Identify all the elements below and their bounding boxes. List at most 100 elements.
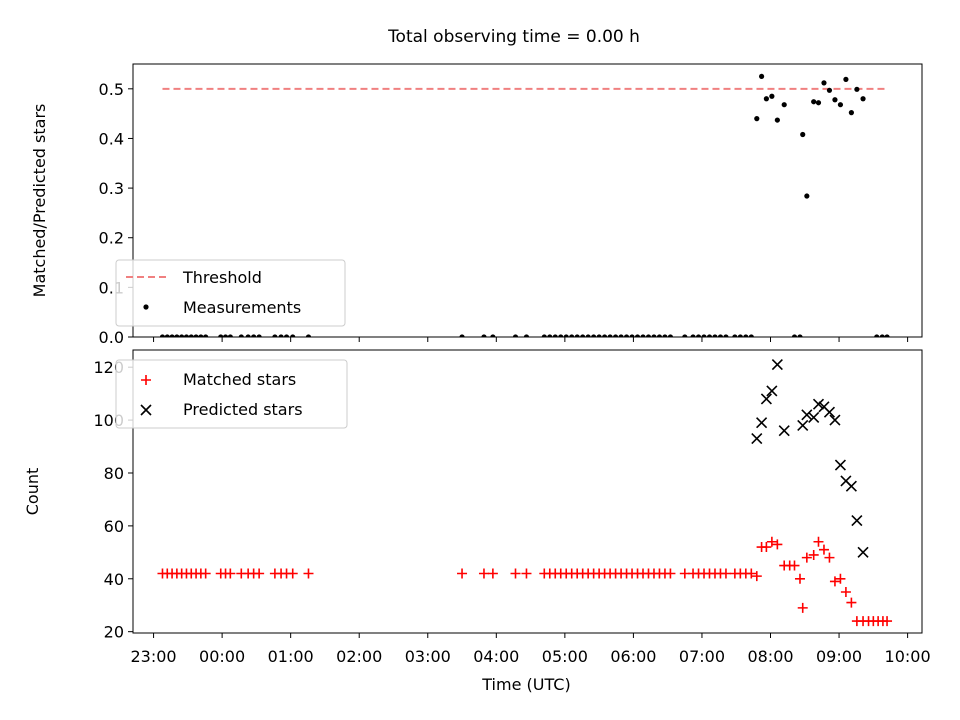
measurement-point [874, 334, 880, 337]
measurement-point [193, 334, 199, 337]
x-tick-label: 03:00 [405, 647, 451, 666]
measurement-point [218, 334, 224, 337]
legend-box [115, 359, 348, 429]
measurement-point [290, 334, 296, 337]
measurement-point [629, 334, 635, 337]
y-axis-label: Matched/Predicted stars [30, 104, 49, 298]
measurement-point [640, 334, 646, 337]
matched-star-point [478, 568, 489, 579]
matched-star-point [840, 587, 851, 598]
predicted-star-point [751, 433, 763, 445]
measurement-point [848, 110, 854, 116]
predicted-star-point [771, 358, 783, 371]
measurement-point [305, 334, 312, 337]
matched-star-point [801, 552, 812, 563]
measurement-point [781, 102, 787, 108]
matched-star-point [761, 542, 772, 553]
measurement-point [552, 334, 558, 337]
measurement-point [821, 80, 827, 86]
measurement-point [547, 334, 553, 337]
measurement-point [623, 334, 630, 337]
measurement-point [656, 334, 663, 337]
predicted-star-point [851, 515, 863, 527]
measurement-point [481, 334, 487, 337]
measurement-point [222, 334, 229, 337]
measurement-point [272, 334, 278, 337]
measurement-point [558, 334, 564, 337]
measurement-point [748, 334, 754, 337]
matched-star-point [772, 539, 783, 550]
legend-measurements-label: Measurements [183, 298, 301, 317]
matched-star-point [665, 568, 676, 579]
y-tick-label: 0.3 [99, 179, 124, 198]
predicted-star-point [778, 425, 790, 437]
measurement-point [596, 334, 602, 337]
predicted-star-point [845, 480, 857, 492]
measurement-point [227, 334, 233, 337]
predicted-star-point [760, 393, 772, 405]
measurement-point [179, 334, 185, 337]
measurement-point [174, 334, 180, 337]
predicted-star-point [857, 546, 869, 558]
predicted-star-point [812, 398, 825, 410]
matched-star-point [225, 568, 236, 579]
matched-star-point [487, 568, 498, 579]
x-tick-label: 10:00 [885, 647, 931, 666]
measurement-point [732, 334, 738, 337]
top-plot-area [159, 73, 890, 337]
y-tick-label: 0.0 [99, 328, 124, 347]
matched-star-point [746, 568, 757, 579]
y-tick-label: 20 [104, 623, 124, 642]
measurement-point [283, 334, 290, 337]
measurement-point [706, 334, 713, 337]
matched-star-point [457, 568, 468, 579]
measurement-point [569, 334, 575, 337]
predicted-star-point [801, 409, 813, 421]
measurement-point [815, 100, 822, 106]
measurement-point [832, 97, 838, 103]
measurement-point [278, 334, 284, 337]
measurement-point [634, 334, 641, 337]
measurement-point [723, 334, 729, 337]
measurement-point [800, 131, 806, 138]
measurement-point [612, 334, 619, 337]
measurement-point [580, 334, 586, 337]
legend-box [115, 259, 346, 327]
measurement-point [169, 334, 175, 337]
measurement-point [860, 96, 866, 102]
measurement-point [251, 334, 257, 337]
matched-star-point [521, 568, 532, 579]
measurement-point [884, 334, 890, 337]
measurement-point [791, 334, 798, 337]
measurement-point [743, 334, 749, 337]
measurement-point [797, 334, 803, 337]
x-tick-label: 04:00 [473, 647, 519, 666]
x-tick-label: 00:00 [199, 647, 245, 666]
y-tick-label: 0.5 [99, 80, 124, 99]
predicted-star-point [823, 406, 836, 418]
measurement-point [758, 73, 765, 80]
x-tick-label: 09:00 [816, 647, 862, 666]
predicted-star-point [829, 414, 841, 426]
measurement-point [682, 334, 688, 337]
measurement-point [645, 334, 652, 337]
measurement-point [198, 334, 204, 337]
x-tick-label: 07:00 [679, 647, 725, 666]
matched-star-point [751, 571, 762, 582]
measurement-point [183, 334, 190, 337]
measurement-point [717, 334, 724, 337]
measurement-point [164, 334, 170, 337]
measurement-point [754, 116, 760, 122]
measurement-point [690, 334, 696, 337]
matched-star-point [813, 536, 824, 547]
measurement-point [523, 334, 530, 337]
matched-star-point [303, 568, 314, 579]
matched-star-point [835, 573, 846, 584]
measurement-point [804, 193, 810, 199]
measurement-point [737, 334, 743, 337]
matched-star-point [818, 544, 829, 555]
measurement-point [826, 87, 833, 93]
bottom-legend: Matched stars Predicted stars [115, 359, 348, 429]
